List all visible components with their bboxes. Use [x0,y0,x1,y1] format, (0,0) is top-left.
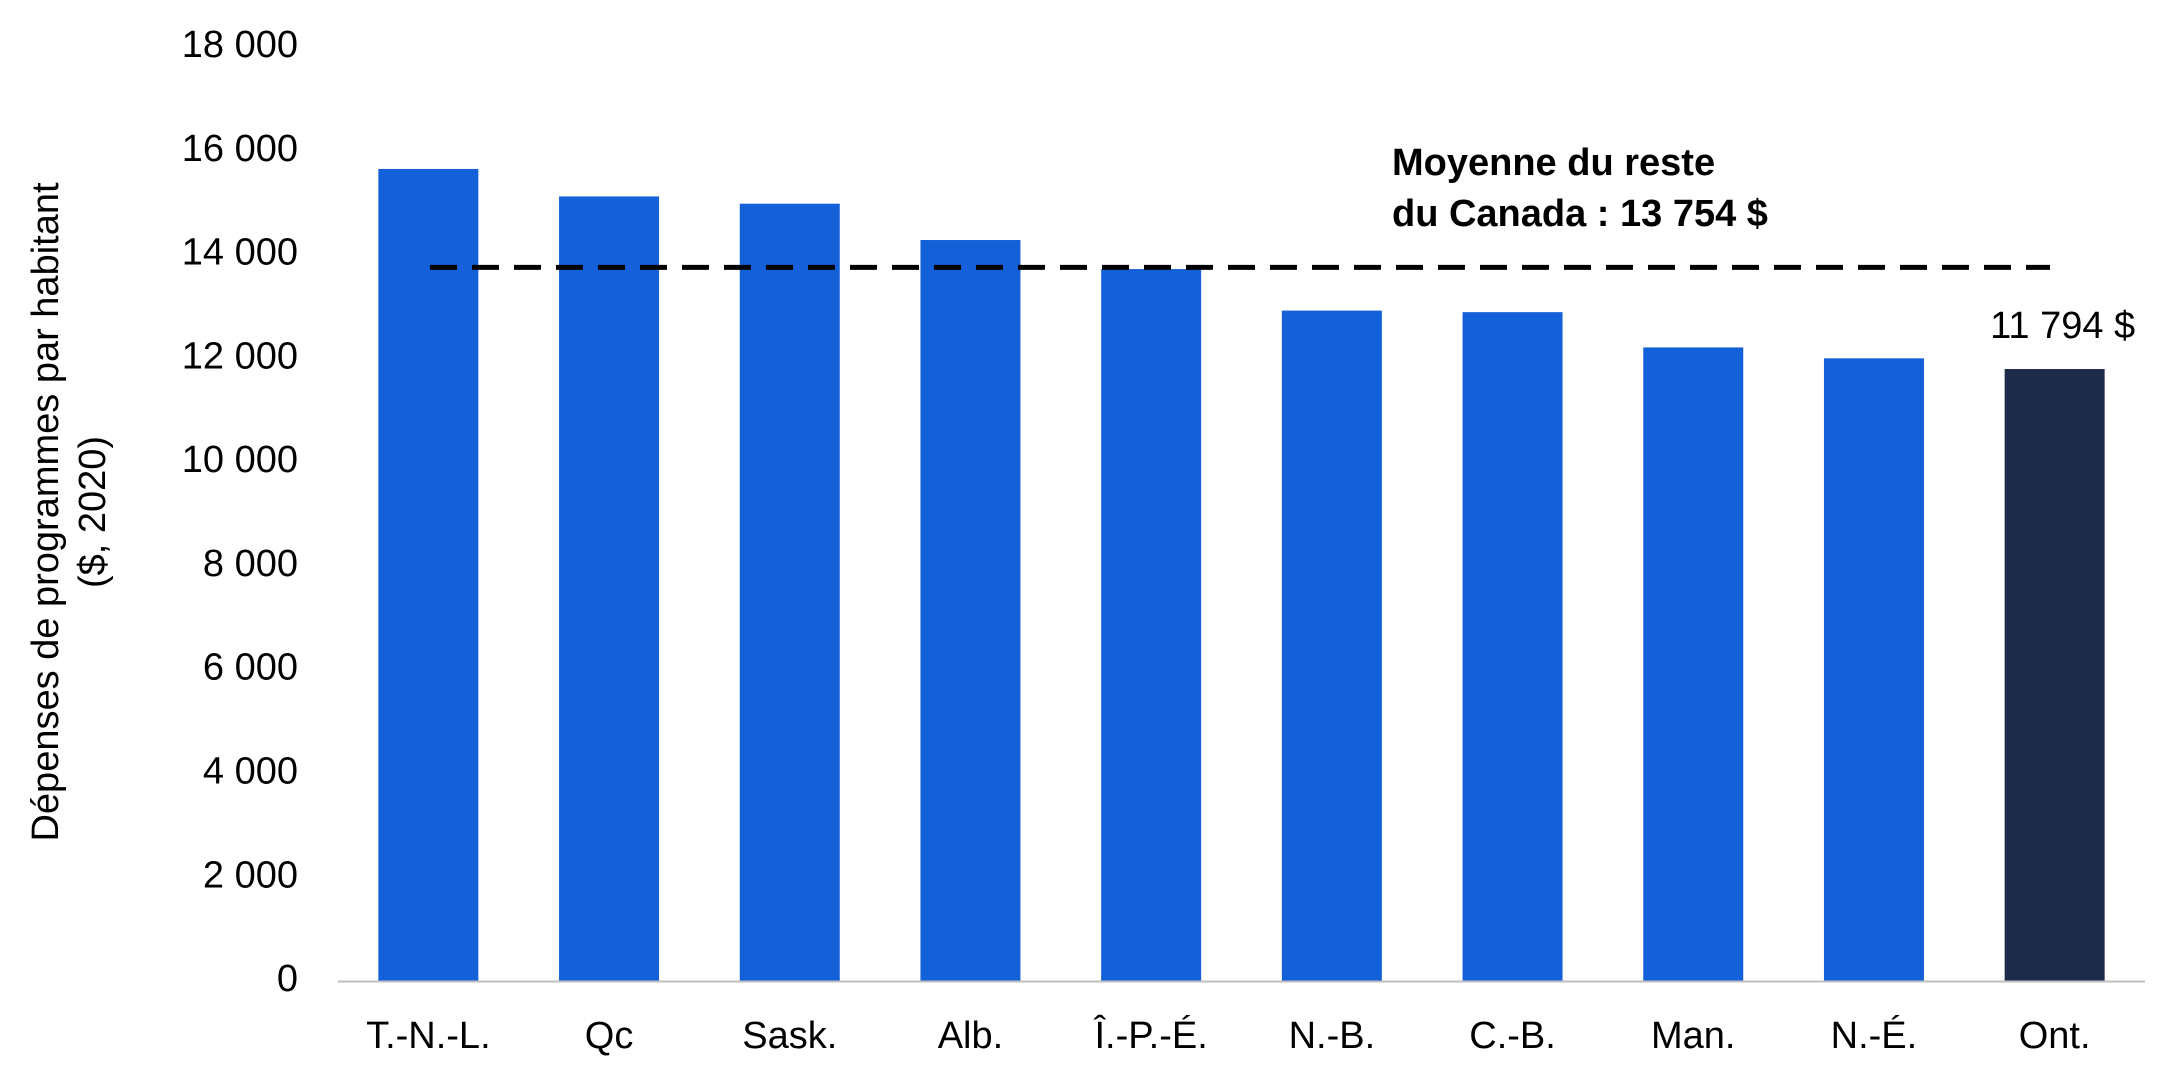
bar-data-label: 11 794 $ [1990,305,2135,347]
y-axis-tick-labels: 0 2 000 4 000 6 000 8 000 10 000 12 000 14 000 1… [182,24,298,1000]
bar-province [1281,310,1382,981]
x-axis-category-labels: T.-N.-L. Qc Sask. Alb. Î.-P.-É. N.-B. C.-B. Man… [366,1014,2090,1057]
y-tick-label: 4 000 [203,750,298,792]
x-category-label: Alb. [938,1015,1003,1057]
bar-province [559,196,660,981]
average-line-label: du Canada : 13 754 $ [1392,193,1768,235]
y-tick-label: 10 000 [182,439,298,481]
bar-province [920,240,1021,981]
x-category-label: Man. [1651,1015,1735,1057]
y-axis-title-line: ($, 2020) [72,436,114,588]
bar-province [1462,312,1563,981]
bar-province [378,168,479,981]
x-category-label: C.-B. [1469,1015,1556,1057]
y-tick-label: 8 000 [203,543,298,585]
y-axis-title-line: Dépenses de programmes par habitant [25,182,67,841]
bar-province [1101,269,1202,981]
y-tick-label: 0 [277,958,298,1000]
x-category-label: Sask. [742,1015,837,1057]
y-tick-label: 14 000 [182,232,298,274]
x-category-label: Ont. [2019,1015,2091,1057]
y-axis-title: Dépenses de programmes par habitant ($, 2… [25,182,114,841]
data-labels: 11 794 $ [1990,305,2135,347]
y-tick-label: 2 000 [203,854,298,896]
reference-line-group: Moyenne du reste du Canada : 13 754 $ [430,142,2050,270]
bar-province [1823,358,1924,981]
y-tick-label: 12 000 [182,335,298,377]
x-category-label: T.-N.-L. [366,1015,491,1057]
x-category-label: N.-B. [1289,1015,1376,1057]
x-category-label: Qc [585,1015,634,1057]
y-tick-label: 6 000 [203,647,298,689]
bars [378,168,2105,982]
x-category-label: Î.-P.-É. [1093,1014,1207,1057]
y-tick-label: 16 000 [182,128,298,170]
bar-province [739,203,840,981]
y-tick-label: 18 000 [182,24,298,66]
bar-highlight [2004,369,2105,981]
bar-province [1643,347,1744,982]
x-category-label: N.-É. [1831,1014,1918,1057]
average-line-label: Moyenne du reste [1392,142,1715,184]
